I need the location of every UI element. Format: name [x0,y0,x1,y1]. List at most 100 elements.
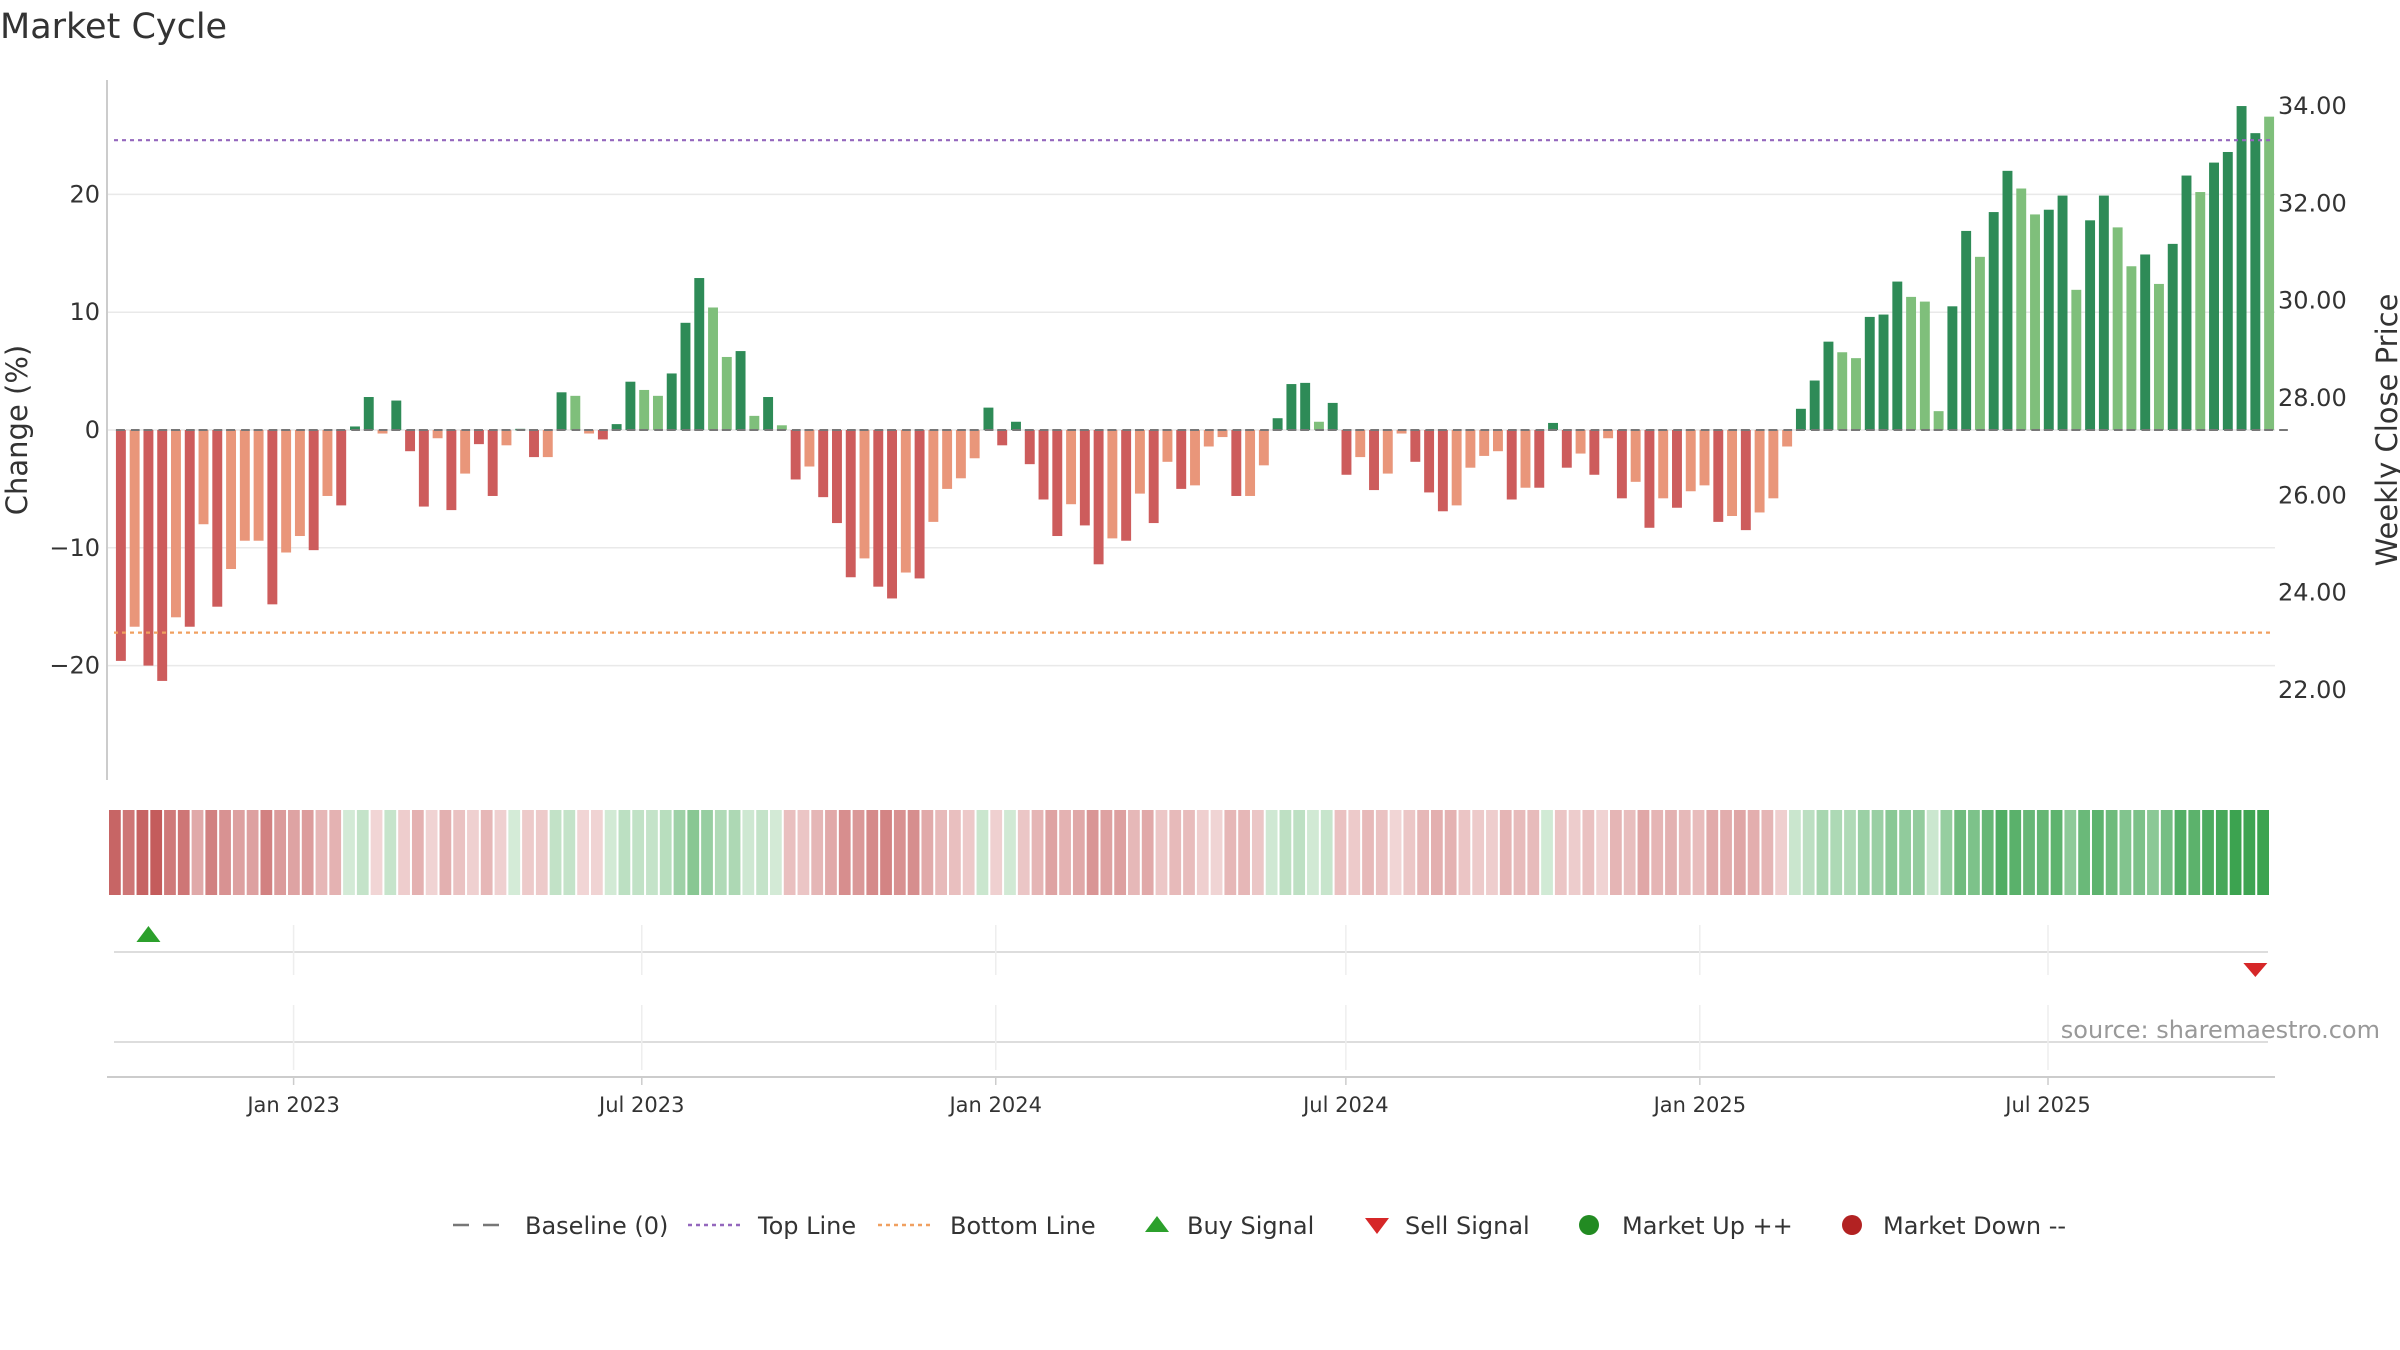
heat-cell [1486,810,1498,895]
heat-cell [921,810,934,895]
heat-cell [480,810,493,895]
heat-cell [122,810,135,895]
heat-cell [1541,810,1553,895]
heat-cell [453,810,466,895]
heat-cell [150,810,163,895]
heat-cell [1334,810,1347,895]
bar [1782,430,1793,447]
bar [832,430,842,524]
heat-cell [852,810,865,895]
bar [1754,430,1765,513]
heat-cell [246,810,259,895]
x-tick-label: Jan 2024 [947,1093,1042,1117]
bar [529,430,539,458]
heat-cell [1017,810,1030,895]
heat-cell [646,810,658,895]
bar [1272,418,1283,430]
heat-cell [2147,810,2159,895]
heat-cell [1775,810,1788,895]
bar [184,430,195,627]
bar [460,430,471,474]
legend-item: Market Up ++ [1579,1212,1793,1240]
bar [2153,283,2164,430]
bar [281,430,292,553]
heat-cell [425,810,438,895]
heat-cell [288,810,300,895]
bar [1286,384,1297,430]
heat-cell [962,810,975,895]
bar [322,430,333,496]
bar [1878,314,1889,430]
bar [1327,402,1338,430]
heat-cell [1995,810,2008,895]
heat-cell [1899,810,1911,895]
bar [2057,195,2068,430]
bar [363,397,374,430]
heat-cell [1706,810,1719,895]
bar [1919,301,1930,430]
heat-cell [2188,810,2201,895]
bar [983,407,994,430]
bar [556,392,567,430]
heat-cell [1458,810,1471,895]
heat-cell [164,810,176,895]
legend-swatch [1842,1215,1862,1235]
legend-label: Buy Signal [1187,1212,1314,1240]
heat-cell [2105,810,2118,895]
bar [1603,430,1614,439]
heat-cell [687,810,700,895]
bar [997,430,1008,446]
heat-cell [1100,810,1113,895]
heat-cell [1086,810,1099,895]
bar [143,430,154,666]
bar [1066,430,1077,505]
heat-cell [1169,810,1182,895]
heat-cell [535,810,548,895]
heat-cell [976,810,989,895]
heat-cell [1499,810,1512,895]
y2-tick-label: 24.00 [2278,579,2347,607]
heat-cell [1789,810,1801,895]
heat-cell [1265,810,1278,895]
heat-cell [109,810,121,895]
bar [666,373,677,430]
bar [735,351,746,430]
legend-swatch [1145,1216,1169,1232]
heat-cell [343,810,355,895]
bar [694,278,705,430]
legend-label: Top Line [757,1212,856,1240]
heat-cell [494,810,507,895]
heat-cell [1196,810,1209,895]
bar [1589,430,1600,475]
heat-cell [2257,810,2269,895]
bar [914,430,925,579]
heat-cell [1816,810,1829,895]
y-axis-ticks: 20 10 0 −10 −20 [49,180,100,679]
bar [226,430,237,570]
bar [308,430,319,551]
y-tick-label: 20 [69,180,100,208]
heat-cell [1210,810,1223,895]
bar [2030,214,2040,430]
bar [1616,430,1627,499]
heat-cell [2202,810,2214,895]
heat-cell [2036,810,2049,895]
heat-cell [563,810,576,895]
heat-cell [467,810,479,895]
heat-cell [1362,810,1374,895]
bars [115,106,2275,681]
heat-cell [590,810,603,895]
bar [763,397,774,430]
heat-cell [1444,810,1457,895]
heat-cell [659,810,672,895]
heat-cell [811,810,824,895]
bar [487,430,498,496]
heat-cell [1720,810,1732,895]
bar [1369,430,1379,491]
bar [2195,192,2206,430]
heat-cell [1802,810,1815,895]
heat-cell [411,810,424,895]
heat-cell [1389,810,1402,895]
bar [1341,430,1352,475]
bar [2222,151,2233,430]
